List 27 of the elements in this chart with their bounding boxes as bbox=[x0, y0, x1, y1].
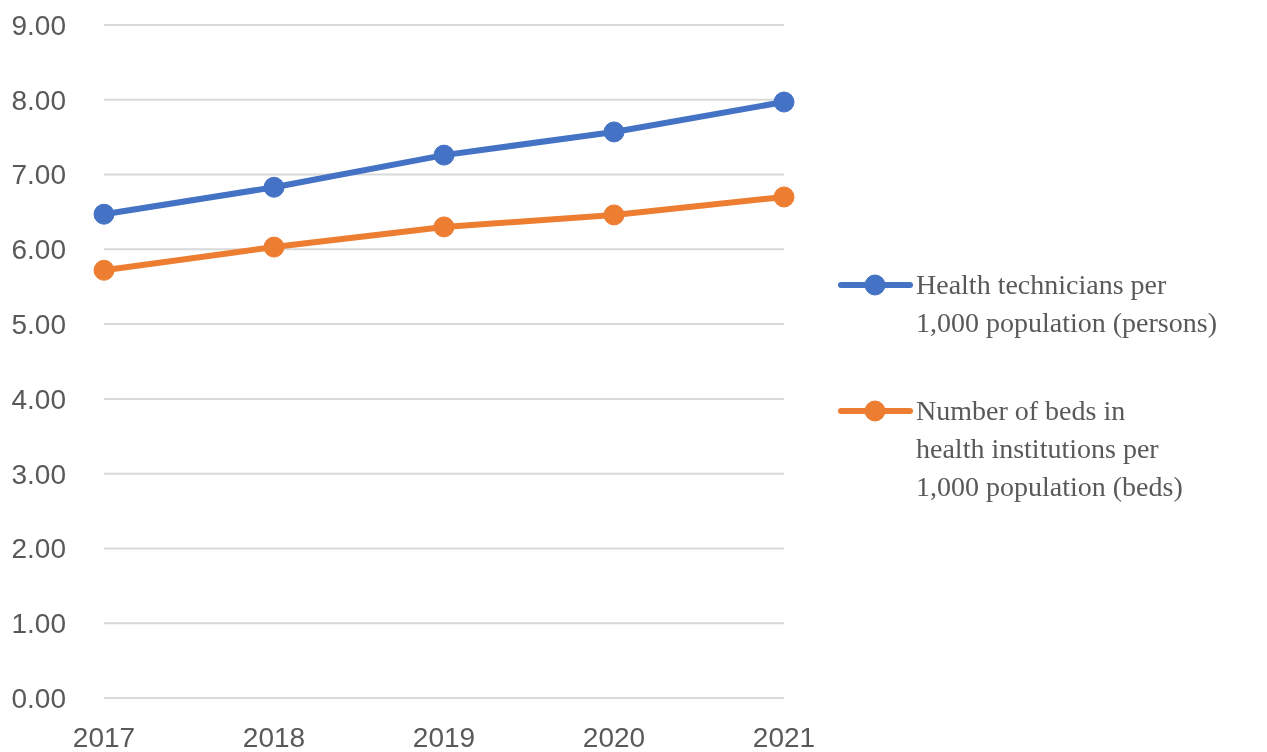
point bbox=[263, 236, 285, 258]
x-tick-label: 2017 bbox=[72, 721, 136, 752]
x-tick-label: 2020 bbox=[582, 721, 646, 752]
y-tick-label: 6.00 bbox=[11, 234, 66, 266]
legend-label: Health technicians per 1,000 population (persons) bbox=[916, 268, 1218, 340]
point bbox=[773, 186, 795, 208]
legend-label: Number of beds in health institutions per 1,000 population (beds) bbox=[916, 394, 1184, 504]
y-tick-label: 0.00 bbox=[11, 682, 66, 714]
point bbox=[93, 203, 115, 225]
x-tick-label: 2019 bbox=[412, 721, 476, 752]
point bbox=[433, 216, 455, 238]
y-tick-label: 2.00 bbox=[11, 533, 66, 565]
x-tick-label: 2018 bbox=[242, 721, 306, 752]
y-tick-label: 8.00 bbox=[11, 84, 66, 116]
x-tick-label: 2021 bbox=[752, 721, 816, 752]
point bbox=[93, 259, 115, 281]
point bbox=[603, 121, 625, 143]
y-tick-label: 3.00 bbox=[11, 458, 66, 490]
y-tick-label: 9.00 bbox=[11, 9, 66, 41]
y-tick-label: 7.00 bbox=[11, 159, 66, 191]
point bbox=[263, 176, 285, 198]
point bbox=[773, 91, 795, 113]
point bbox=[603, 204, 625, 226]
y-tick-label: 4.00 bbox=[11, 383, 66, 415]
y-tick-label: 1.00 bbox=[11, 608, 66, 640]
y-tick-label: 5.00 bbox=[11, 309, 66, 341]
point bbox=[433, 144, 455, 166]
